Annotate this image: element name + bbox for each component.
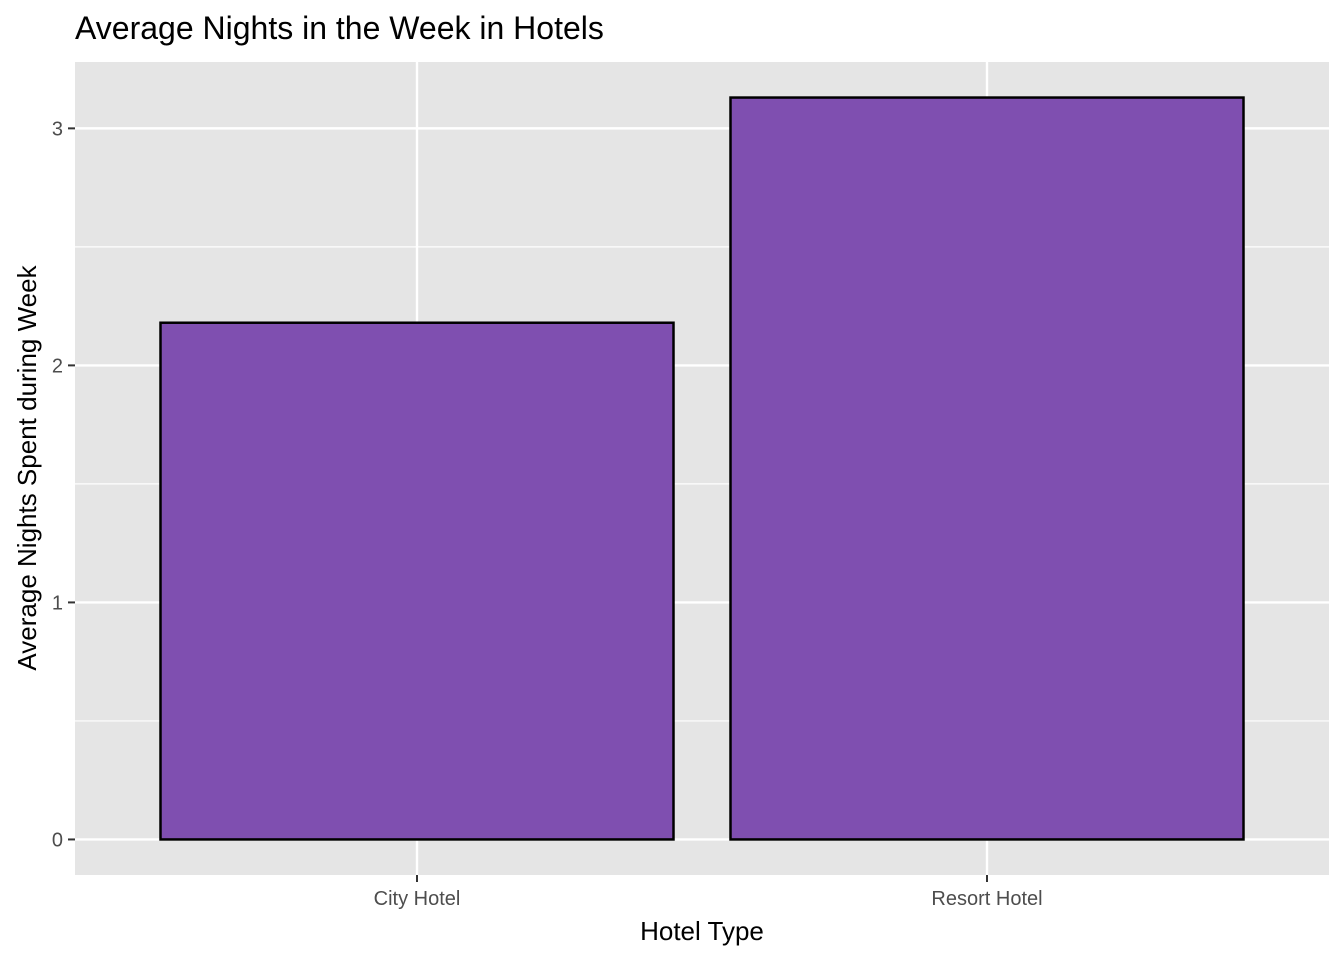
y-tick-label: 2 (52, 355, 63, 377)
x-axis: City Hotel Resort Hotel (374, 875, 1043, 910)
x-tick-label: Resort Hotel (931, 888, 1042, 910)
bars-group (159, 96, 1245, 841)
bar-resort-hotel (729, 96, 1245, 841)
y-axis-title: Average Nights Spent during Week (12, 264, 42, 670)
x-axis-title: Hotel Type (640, 916, 764, 946)
y-tick-label: 3 (52, 118, 63, 140)
y-tick-label: 1 (52, 592, 63, 614)
bar-city-hotel (159, 321, 675, 841)
x-tick-label: City Hotel (374, 888, 461, 910)
y-tick-label: 0 (52, 829, 63, 851)
chart-title: Average Nights in the Week in Hotels (75, 10, 604, 46)
y-axis: 0 1 2 3 (52, 118, 75, 851)
